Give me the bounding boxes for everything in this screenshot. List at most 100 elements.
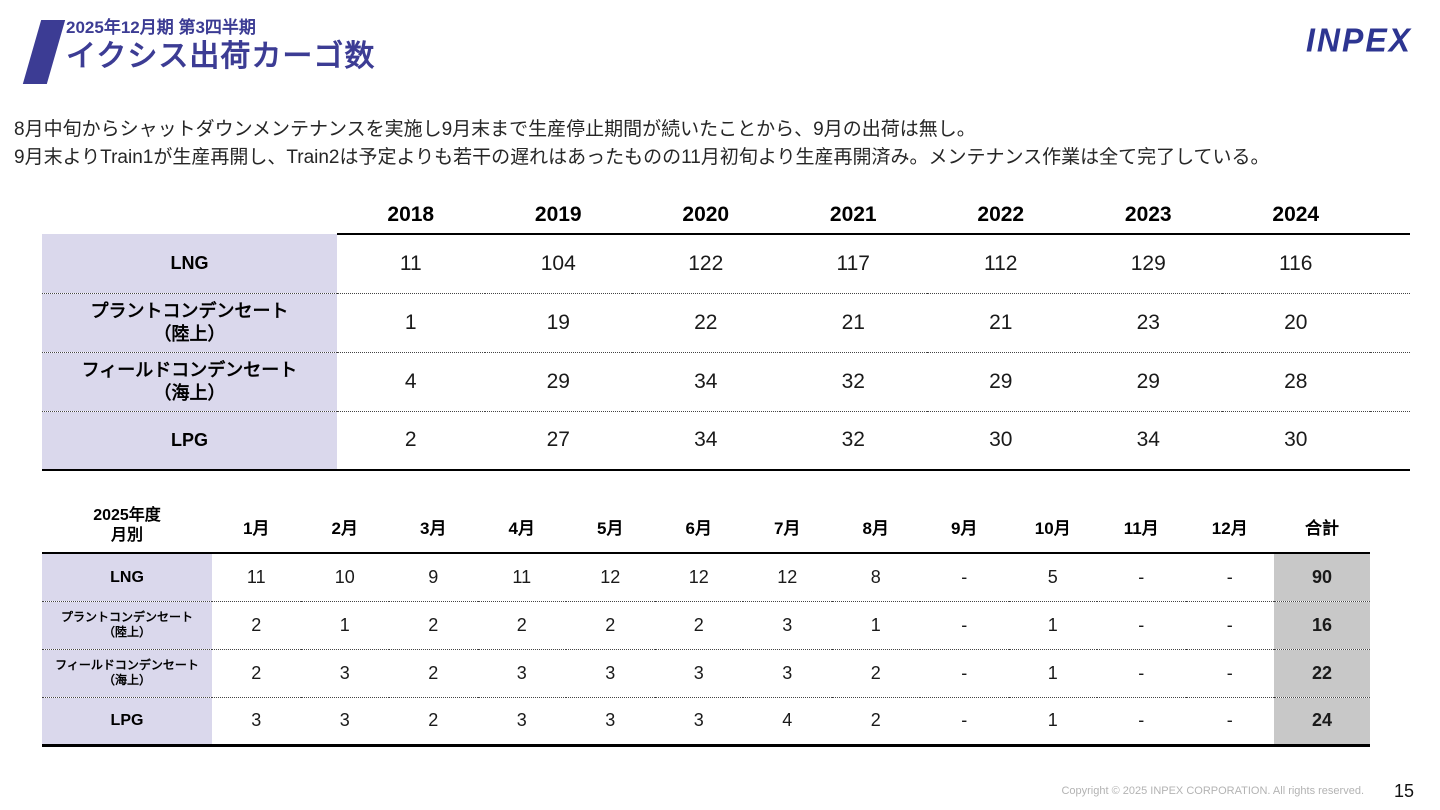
month-column-header: 1月 (212, 500, 301, 554)
table-cell: 5 (1008, 553, 1097, 601)
table-cell: 12 (654, 553, 743, 601)
table-cell: 32 (779, 351, 927, 411)
year-column-header: 2023 (1074, 196, 1222, 235)
monthly-table-row: LNG 11 10 9 11 12 12 12 8-5- -90 (42, 553, 1370, 601)
table-cell: 1 (831, 600, 920, 649)
row-label-line: （海上） (153, 382, 226, 403)
row-spacer (1369, 234, 1410, 293)
table-cell: 2 (389, 648, 478, 697)
month-column-header: 8月 (831, 500, 920, 554)
description-line-2: 9月末よりTrain1が生産再開し、Train2は予定よりも若干の遅れはあったも… (14, 147, 1270, 168)
table-cell: 29 (484, 351, 632, 411)
table-cell: - (920, 600, 1009, 649)
row-label: LNG (42, 553, 212, 601)
row-label-line: プラントコンデンセート (60, 610, 193, 624)
table-cell: 1 (1008, 648, 1097, 697)
table-cell: - (1097, 553, 1186, 601)
row-label: プラントコンデンセート （陸上） (42, 600, 212, 649)
table-cell: - (920, 648, 1009, 697)
table-cell: 34 (1074, 410, 1222, 471)
row-label: フィールドコンデンセート （海上） (42, 351, 337, 411)
table-cell: 3 (654, 648, 743, 697)
table-cell: 2 (566, 600, 655, 649)
table-cell: 104 (484, 234, 632, 293)
table-cell: 29 (1074, 351, 1222, 411)
month-column-header: 2月 (300, 500, 389, 554)
annual-table-row: LNG 11 104 122 117 112 129 116 (42, 234, 1410, 293)
month-column-header: 12月 (1185, 500, 1274, 554)
table-cell: 30 (1222, 410, 1370, 471)
table-cell: 3 (477, 648, 566, 697)
description-text: 8月中旬からシャットダウンメンテナンスを実施し9月末まで生産停止期間が続いたこと… (14, 116, 1270, 172)
annual-table-row: LPG 2 27 34 32 30 34 30 (42, 410, 1410, 471)
annual-cargo-table: 2018 2019 2020 2021 2022 2023 2024 LNG 11 104 122… (42, 196, 1410, 471)
row-label-line: LPG (110, 711, 144, 729)
table-cell: 1 (1008, 696, 1097, 747)
row-label-line: LNG (170, 253, 209, 273)
table-cell: 12 (743, 553, 832, 601)
table-cell: - (1185, 648, 1274, 697)
table-cell: 32 (779, 410, 927, 471)
table-cell: 12 (566, 553, 655, 601)
slide-subtitle: 2025年12月期 第3四半期 (66, 18, 256, 37)
table-cell: - (1185, 553, 1274, 601)
table-cell: 3 (300, 696, 389, 747)
row-label-line: （陸上） (102, 625, 151, 639)
table-cell: 3 (743, 600, 832, 649)
row-spacer (1369, 410, 1410, 471)
table-cell: 117 (779, 234, 927, 293)
monthly-cargo-table: 2025年度 月別 1月 2月 3月 4月 5月 6月 7月 8月 9月 10月 11月 12月 合計 LN… (42, 500, 1370, 747)
inpex-logo: INPEX (1305, 21, 1412, 59)
table-cell: 2 (337, 410, 485, 471)
monthly-table-corner: 2025年度 月別 (42, 500, 212, 554)
monthly-corner-line: 月別 (110, 527, 143, 544)
row-label-line: （海上） (102, 673, 151, 687)
table-cell: 27 (484, 410, 632, 471)
table-cell: 30 (927, 410, 1075, 471)
table-cell: 2 (477, 600, 566, 649)
row-label: プラントコンデンセート （陸上） (42, 292, 337, 352)
annual-header-row: 2018 2019 2020 2021 2022 2023 2024 (42, 196, 1410, 235)
row-label: フィールドコンデンセート （海上） (42, 648, 212, 697)
table-cell: - (1097, 696, 1186, 747)
row-label-line: （陸上） (153, 323, 226, 344)
month-column-header: 5月 (566, 500, 655, 554)
table-cell: 2 (389, 696, 478, 747)
monthly-corner-line: 2025年度 (93, 507, 161, 524)
year-column-header: 2024 (1222, 196, 1370, 235)
table-cell: 9 (389, 553, 478, 601)
month-column-header: 4月 (477, 500, 566, 554)
year-column-header: 2020 (632, 196, 780, 235)
year-column-header: 2018 (337, 196, 485, 235)
annual-table-corner (42, 196, 337, 234)
description-line-1: 8月中旬からシャットダウンメンテナンスを実施し9月末まで生産停止期間が続いたこと… (14, 119, 976, 140)
row-label: LPG (42, 696, 212, 747)
monthly-table-row: プラントコンデンセート （陸上） 2 1 2 2 2 2 3 1-1- -16 (42, 600, 1370, 649)
table-cell: - (1097, 648, 1186, 697)
row-label-line: LPG (170, 430, 208, 450)
total-cell: 22 (1274, 648, 1370, 697)
month-column-header: 6月 (654, 500, 743, 554)
table-cell: 129 (1074, 234, 1222, 293)
table-cell: 1 (1008, 600, 1097, 649)
row-label-line: LNG (110, 568, 144, 586)
table-cell: 34 (632, 351, 780, 411)
table-cell: 4 (337, 351, 485, 411)
title-block: 2025年12月期 第3四半期 イクシス出荷カーゴ数 (66, 18, 375, 76)
month-column-header: 3月 (389, 500, 478, 554)
row-label-line: プラントコンデンセート (90, 301, 289, 321)
row-label-line: フィールドコンデンセート (55, 658, 199, 672)
table-cell: 20 (1222, 292, 1370, 352)
month-column-header: 7月 (743, 500, 832, 554)
monthly-table-row: フィールドコンデンセート （海上） 2 3 2 3 3 3 3 2-1- -22 (42, 648, 1370, 697)
monthly-table-row: LPG 3 3 2 3 3 3 4 2-1- -24 (42, 696, 1370, 747)
table-cell: 23 (1074, 292, 1222, 352)
table-cell: 122 (632, 234, 780, 293)
table-cell: 8 (831, 553, 920, 601)
table-cell: 19 (484, 292, 632, 352)
annual-table-row: フィールドコンデンセート （海上） 4 29 34 32 29 29 28 (42, 351, 1410, 411)
table-cell: 22 (632, 292, 780, 352)
table-cell: 29 (927, 351, 1075, 411)
table-cell: 3 (566, 648, 655, 697)
table-cell: 2 (654, 600, 743, 649)
